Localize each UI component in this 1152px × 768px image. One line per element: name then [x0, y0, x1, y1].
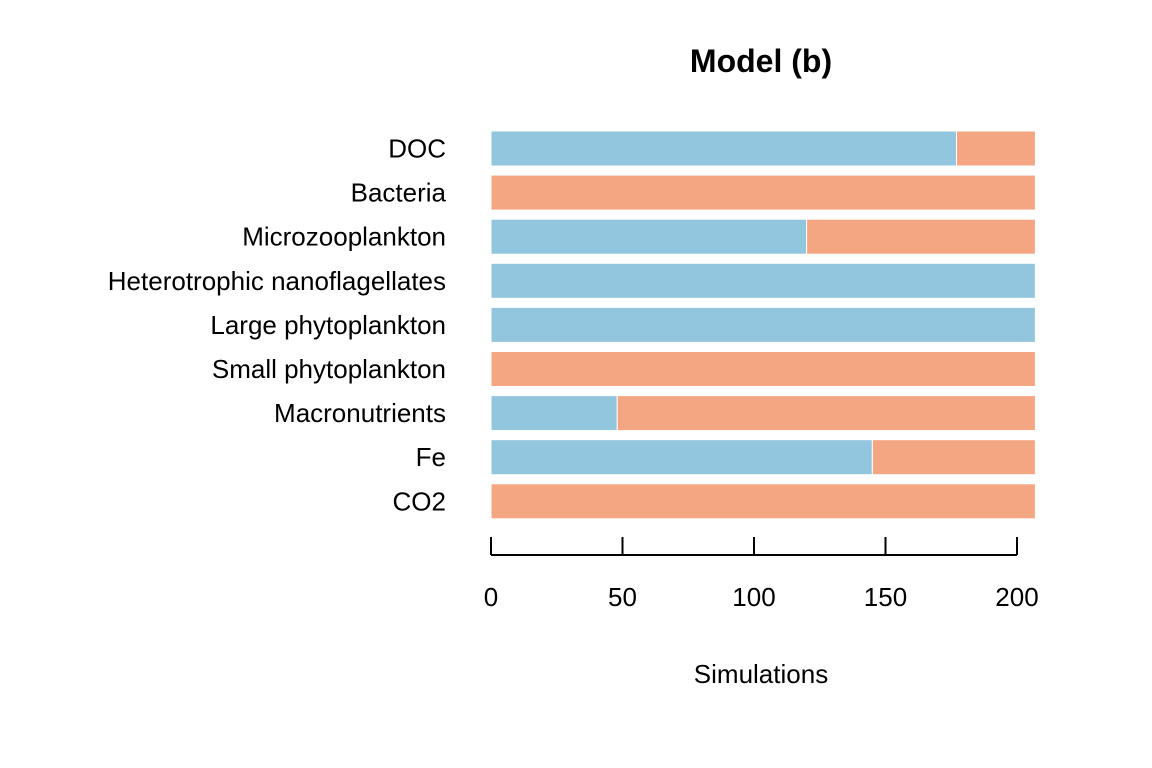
category-label: Fe: [416, 442, 446, 472]
category-label: Large phytoplankton: [210, 310, 446, 340]
bar-segment-2: [871, 439, 1036, 476]
bar-segment-2: [490, 351, 1036, 387]
chart-title: Model (b): [690, 43, 832, 79]
x-tick-label: 200: [995, 582, 1038, 612]
bar-segment-1: [490, 306, 1036, 343]
category-label: DOC: [388, 134, 446, 164]
bars-group: [490, 130, 1036, 520]
x-axis-label: Simulations: [694, 659, 828, 689]
category-label: CO2: [393, 486, 446, 516]
x-tick-label: 100: [732, 582, 775, 612]
bar-segment-2: [956, 130, 1036, 167]
x-tick-label: 150: [864, 582, 907, 612]
category-label: Small phytoplankton: [212, 354, 446, 384]
x-tick-label: 50: [608, 582, 637, 612]
bar-segment-2: [616, 395, 1036, 432]
category-label: Microzooplankton: [242, 222, 446, 252]
bar-segment-2: [490, 483, 1036, 520]
bar-segment-1: [490, 218, 808, 255]
bar-segment-1: [490, 262, 1036, 299]
bar-segment-2: [490, 174, 1036, 211]
category-label: Bacteria: [351, 178, 447, 208]
bar-segment-1: [490, 130, 958, 167]
bar-segment-1: [490, 439, 873, 476]
bar-segment-2: [806, 218, 1036, 255]
category-label: Heterotrophic nanoflagellates: [108, 266, 446, 296]
category-label: Macronutrients: [274, 398, 446, 428]
x-tick-label: 0: [484, 582, 498, 612]
category-labels: DOC Bacteria Microzooplankton Heterotrophic…: [108, 134, 447, 517]
x-axis: 0 50 100 150 200: [484, 537, 1039, 612]
bar-segment-1: [490, 395, 618, 432]
